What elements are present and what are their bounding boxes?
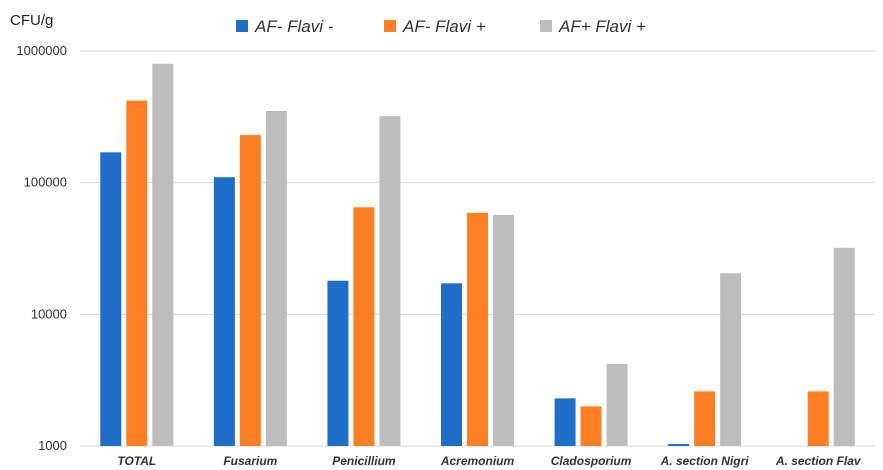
x-tick-label: Penicillium xyxy=(332,454,396,468)
bar xyxy=(265,111,287,447)
y-tick-label: 1000 xyxy=(38,438,67,453)
bar xyxy=(126,100,148,447)
legend: AF- Flavi - AF- Flavi + AF+ Flavi + xyxy=(236,17,646,36)
bar xyxy=(807,391,829,446)
legend-swatch xyxy=(384,20,396,32)
bars xyxy=(100,63,855,447)
x-tick-label: Fusarium xyxy=(223,454,277,468)
bar xyxy=(353,207,375,446)
y-tick-label: 1000000 xyxy=(16,43,67,58)
bar xyxy=(554,398,576,446)
bar xyxy=(467,212,488,446)
x-tick-label: Cladosporium xyxy=(551,454,632,468)
x-tick-label: TOTAL xyxy=(117,454,156,468)
bar xyxy=(580,406,602,446)
legend-label: AF- Flavi + xyxy=(402,17,486,36)
bar xyxy=(493,214,514,446)
x-tick-label: A. section Nigri xyxy=(660,454,750,468)
x-tick-label: Acremonium xyxy=(440,454,515,468)
x-tick-labels: TOTAL Fusarium Penicillium Acremonium Clados… xyxy=(117,454,862,468)
y-tick-labels: 1000 10000 100000 1000000 xyxy=(16,43,67,453)
y-tick-label: 10000 xyxy=(31,306,67,321)
bar xyxy=(327,280,349,446)
bar xyxy=(668,444,690,446)
bar xyxy=(100,152,122,446)
legend-label: AF- Flavi - xyxy=(254,17,334,36)
legend-swatch xyxy=(236,20,248,32)
legend-label: AF+ Flavi + xyxy=(558,17,646,36)
bar xyxy=(720,273,742,446)
bar xyxy=(606,363,628,446)
bar xyxy=(213,177,235,447)
bar xyxy=(152,63,174,446)
x-tick-label: A. section Flav xyxy=(775,454,862,468)
y-tick-label: 100000 xyxy=(24,175,67,190)
bar xyxy=(833,247,855,446)
y-axis-label: CFU/g xyxy=(10,12,53,29)
bar xyxy=(441,283,462,446)
bar xyxy=(694,391,716,446)
bar xyxy=(379,116,401,447)
legend-swatch xyxy=(540,20,552,32)
bar xyxy=(239,135,261,446)
